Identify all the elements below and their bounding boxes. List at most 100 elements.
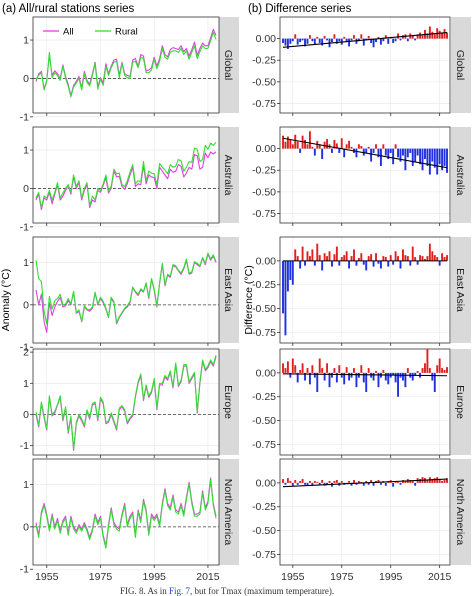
difference-bar xyxy=(360,365,363,373)
difference-bar xyxy=(394,372,397,383)
difference-bar xyxy=(286,361,289,373)
difference-bar xyxy=(394,251,397,261)
y-tick-label: 0.00 xyxy=(256,33,277,45)
y-tick-label: -0.25 xyxy=(252,165,276,177)
y-tick-label: 0 xyxy=(23,521,29,533)
difference-bar xyxy=(304,38,306,47)
difference-bar xyxy=(318,482,321,485)
difference-bar xyxy=(333,480,336,483)
difference-bar xyxy=(335,143,338,149)
y-tick-label: 0.00 xyxy=(256,477,277,489)
difference-bar xyxy=(382,144,385,149)
difference-bar xyxy=(416,260,419,265)
difference-bar xyxy=(335,38,338,44)
difference-bar xyxy=(411,372,414,381)
difference-bar xyxy=(431,31,434,39)
panel-border xyxy=(32,458,220,566)
difference-bar xyxy=(365,260,368,271)
difference-bar xyxy=(289,372,292,378)
difference-bar xyxy=(436,148,439,175)
difference-bar xyxy=(392,372,395,375)
difference-bar xyxy=(404,372,407,388)
difference-bar xyxy=(441,148,444,171)
difference-bar xyxy=(296,256,299,261)
difference-bar xyxy=(384,257,387,261)
difference-bar xyxy=(353,368,355,373)
difference-bar xyxy=(387,260,390,267)
difference-bar xyxy=(436,365,439,373)
facet-strip-label: Global xyxy=(222,50,234,80)
difference-bar xyxy=(419,479,422,483)
facet-strip xyxy=(451,349,471,455)
difference-bar xyxy=(426,480,429,483)
y-tick-label: 1 xyxy=(23,35,29,47)
y-tick-label: -0.25 xyxy=(252,55,276,67)
difference-bar xyxy=(433,148,436,168)
difference-bar xyxy=(345,38,348,43)
facet-strip-label: Australia xyxy=(454,155,466,196)
difference-bar xyxy=(313,480,316,483)
difference-bar xyxy=(323,372,326,381)
difference-bar xyxy=(379,260,382,269)
difference-bar xyxy=(428,148,431,175)
y-tick-label: 1 xyxy=(23,145,29,157)
y-tick-label: 0 xyxy=(23,183,29,195)
y-tick-label: -0.25 xyxy=(252,501,276,513)
difference-bar xyxy=(326,139,329,149)
x-tick-label: 1975 xyxy=(330,571,354,583)
difference-bar xyxy=(443,148,446,166)
difference-bar xyxy=(406,256,409,261)
facet-strip xyxy=(451,17,471,113)
difference-bar xyxy=(286,136,289,149)
difference-bar xyxy=(406,38,409,42)
difference-bar xyxy=(421,368,424,373)
difference-bar xyxy=(360,34,363,39)
difference-bar xyxy=(377,148,380,158)
y-tick-label: -0.50 xyxy=(252,186,276,198)
difference-bar xyxy=(428,26,431,39)
difference-bar xyxy=(394,38,397,42)
difference-bar xyxy=(409,148,412,153)
trend-line xyxy=(282,32,448,48)
series-line-all xyxy=(35,28,217,97)
caption-figure-link[interactable]: Fig. 7 xyxy=(169,586,191,596)
difference-bar xyxy=(333,139,336,149)
difference-bar xyxy=(289,480,292,483)
difference-bar xyxy=(424,148,426,159)
difference-bar xyxy=(372,260,375,267)
difference-bar xyxy=(331,148,333,153)
plot-area xyxy=(33,237,219,343)
panel-border xyxy=(279,126,451,224)
difference-bar xyxy=(441,480,444,483)
panel-b-east-asia: East Asia -0.75 -0.50 -0.25 0.00 xyxy=(252,236,471,346)
difference-bar xyxy=(397,148,399,158)
difference-bar xyxy=(335,480,338,483)
difference-bar xyxy=(441,368,444,373)
difference-bar xyxy=(384,372,387,381)
difference-bar xyxy=(367,36,370,39)
difference-bar xyxy=(362,148,365,156)
difference-bar xyxy=(301,363,304,373)
difference-bar xyxy=(387,38,390,44)
difference-bar xyxy=(289,260,292,280)
difference-bar xyxy=(284,368,287,373)
difference-bar xyxy=(316,243,319,261)
difference-bar xyxy=(318,144,321,149)
difference-bar xyxy=(304,139,306,149)
difference-bar xyxy=(338,148,341,153)
difference-bar xyxy=(406,368,409,373)
difference-bar xyxy=(348,140,351,149)
difference-bar xyxy=(348,372,351,381)
difference-bar xyxy=(313,148,316,156)
difference-bar xyxy=(379,482,382,485)
difference-bar xyxy=(340,480,343,483)
difference-bar xyxy=(333,368,336,373)
difference-bar xyxy=(291,260,294,285)
difference-bar xyxy=(318,255,321,261)
y-tick-label: 0 xyxy=(23,73,29,85)
difference-bar xyxy=(284,482,287,485)
x-tick-label: 1955 xyxy=(281,571,305,583)
facet-strip xyxy=(219,17,239,113)
difference-bar xyxy=(438,479,441,483)
y-tick-label: -1 xyxy=(20,440,29,452)
